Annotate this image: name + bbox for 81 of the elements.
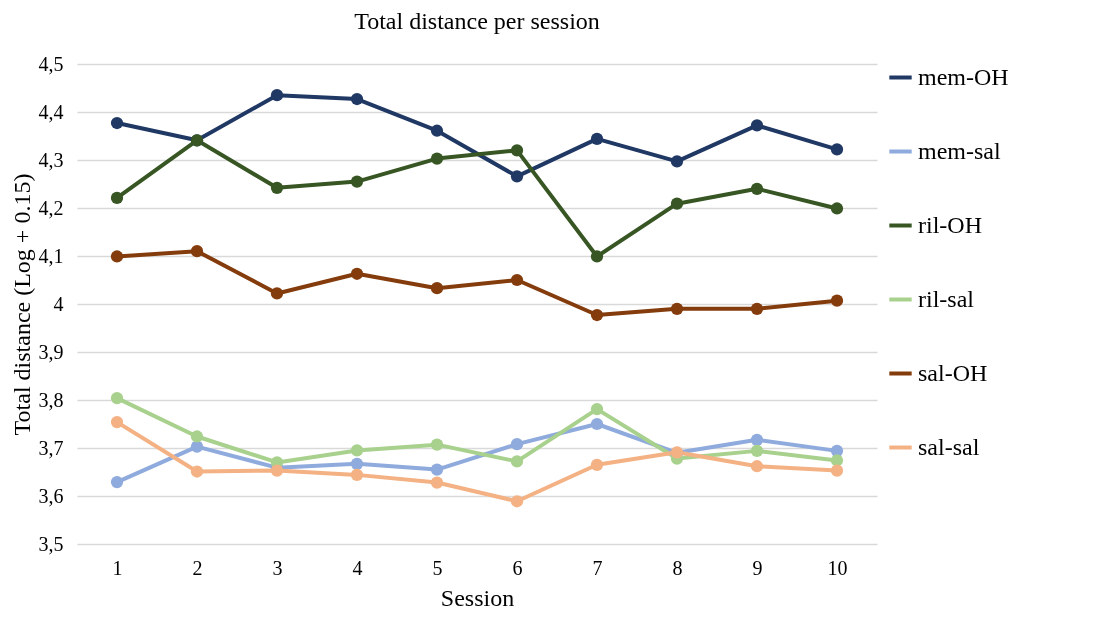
x-tick-label: 1	[112, 556, 123, 579]
point	[430, 124, 444, 137]
chart-title: Total distance per session	[354, 8, 600, 34]
x-tick-label: 4	[352, 556, 363, 579]
point	[110, 191, 124, 205]
legend-label: ril-sal	[918, 285, 975, 312]
x-axis-title: Session	[440, 584, 515, 611]
point	[430, 152, 444, 165]
point	[510, 495, 524, 508]
y-tick-label: 4,3	[38, 148, 64, 171]
point	[750, 182, 764, 195]
point	[270, 287, 284, 300]
x-tick-label: 9	[752, 556, 763, 579]
point	[750, 302, 764, 315]
point	[270, 89, 284, 102]
point	[590, 132, 604, 145]
point	[750, 433, 764, 446]
point	[590, 403, 604, 416]
point	[350, 444, 364, 457]
x-tick-label: 8	[672, 556, 683, 579]
point	[430, 282, 444, 295]
point	[350, 175, 364, 188]
legend-label: mem-OH	[918, 63, 1009, 90]
point	[670, 155, 684, 168]
point	[110, 415, 124, 429]
point	[590, 308, 604, 322]
point	[350, 92, 364, 106]
y-axis-title: Total distance (Log + 0.15)	[8, 173, 35, 436]
point	[830, 294, 844, 307]
y-tick-label: 4,4	[38, 100, 64, 123]
point	[110, 116, 124, 130]
point	[430, 476, 444, 489]
point	[270, 181, 284, 194]
point	[830, 454, 844, 467]
point	[350, 267, 364, 280]
point	[110, 475, 124, 489]
point	[750, 460, 764, 473]
point	[670, 197, 684, 210]
legend-label: ril-OH	[918, 211, 982, 238]
x-tick-label: 5	[432, 556, 443, 579]
point	[190, 430, 204, 443]
legend-label: sal-sal	[918, 433, 980, 460]
point	[430, 463, 444, 476]
legend-label: sal-OH	[918, 359, 988, 386]
point	[750, 444, 764, 457]
y-tick-label: 4,2	[38, 196, 64, 219]
point	[110, 250, 124, 263]
x-tick-label: 10	[827, 556, 848, 579]
point	[190, 245, 204, 258]
point	[510, 144, 524, 157]
x-tick-label: 6	[512, 556, 523, 579]
y-tick-label: 3,7	[38, 436, 64, 459]
x-tick-label: 2	[192, 556, 203, 579]
point	[430, 438, 444, 451]
y-tick-label: 4	[53, 292, 64, 315]
y-tick-label: 4,5	[38, 52, 64, 75]
point	[830, 464, 844, 477]
y-tick-label: 4,1	[38, 244, 64, 267]
x-tick-label: 3	[272, 556, 283, 579]
point	[110, 391, 124, 405]
point	[510, 438, 524, 451]
legend-label: mem-sal	[918, 137, 1001, 164]
point	[590, 417, 604, 431]
point	[190, 465, 204, 478]
point	[590, 250, 604, 263]
point	[510, 455, 524, 468]
point	[830, 202, 844, 215]
point	[590, 458, 604, 471]
point	[670, 302, 684, 315]
x-tick-label: 7	[592, 556, 603, 579]
point	[510, 273, 524, 287]
point	[350, 468, 364, 481]
y-tick-label: 3,8	[38, 388, 64, 411]
y-tick-label: 3,5	[38, 532, 64, 555]
point	[830, 143, 844, 156]
y-tick-label: 3,6	[38, 484, 64, 507]
point	[350, 457, 364, 470]
point	[510, 170, 524, 183]
point	[190, 440, 204, 453]
point	[750, 119, 764, 132]
y-tick-label: 3,9	[38, 340, 64, 363]
